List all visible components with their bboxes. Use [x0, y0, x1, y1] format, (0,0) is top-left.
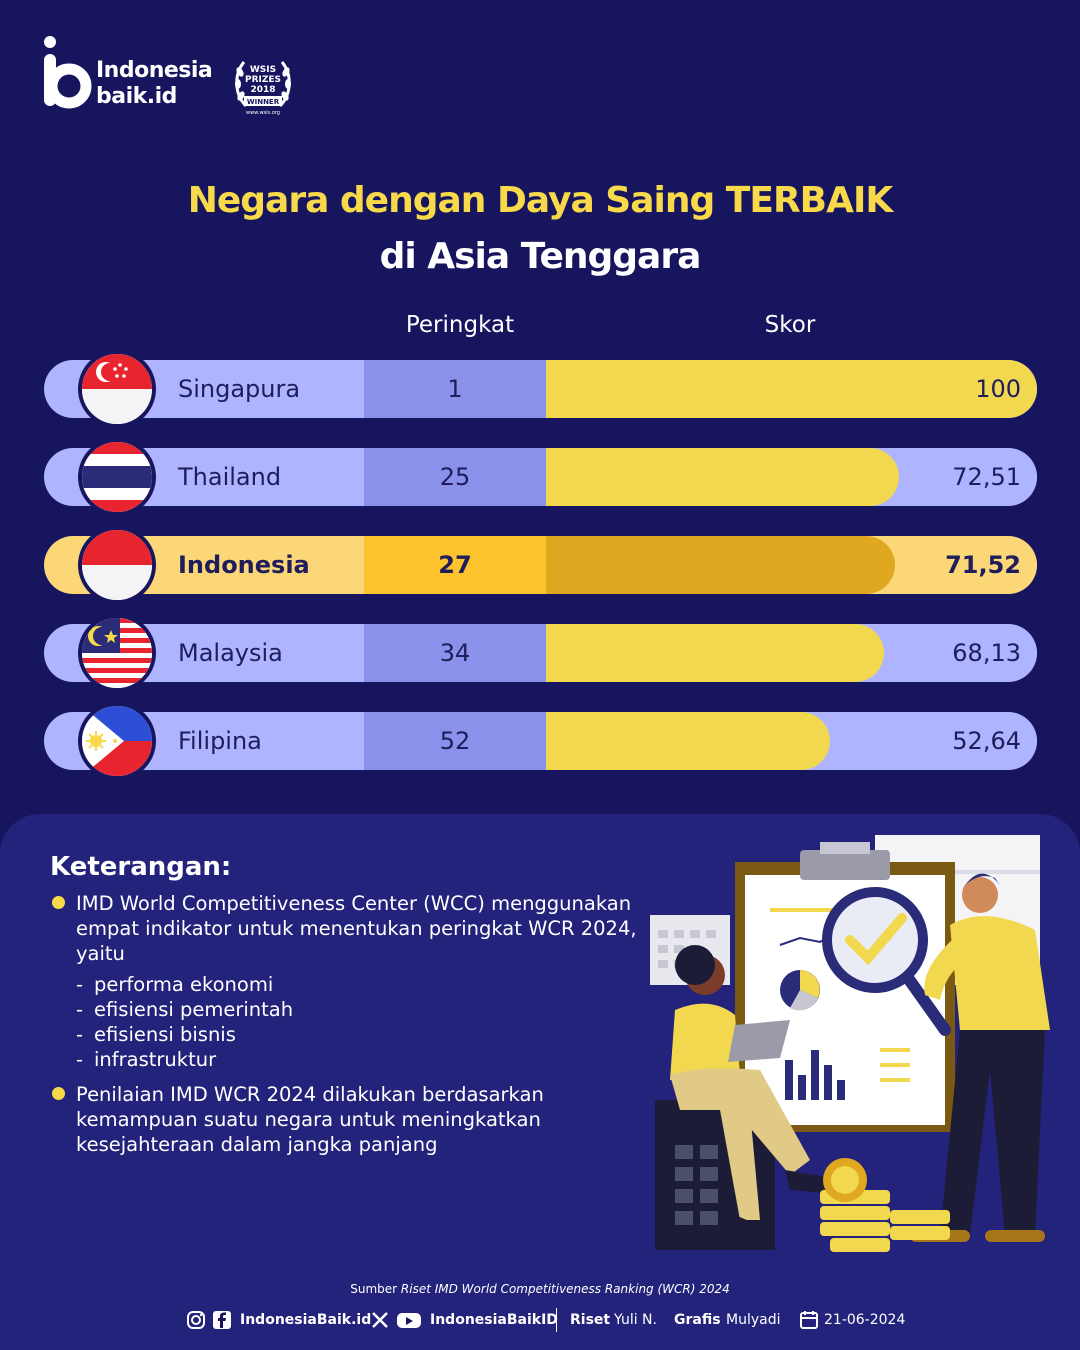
- score-label: 52,64: [952, 727, 1021, 755]
- rank-label: 34: [439, 639, 471, 667]
- note-subitem: - efisiensi pemerintah: [76, 998, 294, 1021]
- award-text-4: WINNER: [247, 98, 280, 106]
- country-name: Filipina: [178, 727, 262, 755]
- footer-handle-2[interactable]: IndonesiaBaikID: [430, 1312, 558, 1328]
- score-label: 72,51: [952, 463, 1021, 491]
- chart-row: Malaysia 34 68,13: [44, 614, 1037, 692]
- chart-title-line1: Negara dengan Daya Saing TERBAIK: [187, 180, 894, 221]
- country-name: Singapura: [178, 375, 301, 403]
- chart-row: Filipina 52 52,64: [44, 702, 1037, 780]
- brand-name-line1: Indonesia: [96, 58, 213, 83]
- thailand-flag-icon: [78, 438, 156, 516]
- note-subitem: - performa ekonomi: [76, 973, 274, 996]
- column-header-rank: Peringkat: [405, 312, 515, 338]
- source-note: Sumber Riset IMD World Competitiveness R…: [350, 1282, 730, 1296]
- award-text-2: PRIZES: [245, 75, 281, 85]
- chart-title-line2: di Asia Tenggara: [379, 236, 702, 277]
- award-text-3: 2018: [250, 85, 275, 95]
- score-bar: [546, 624, 884, 682]
- chart-row-highlight: Indonesia 27 71,52: [44, 526, 1037, 604]
- bullet-icon: [52, 896, 65, 909]
- award-text-1: WSIS: [250, 65, 276, 75]
- note-item-2: Penilaian IMD WCR 2024 dilakukan berdasa…: [76, 1083, 544, 1156]
- wsis-award-badge-icon: WSIS PRIZES 2018 WINNER www.wsis.org: [235, 61, 291, 116]
- rank-label: 1: [447, 375, 463, 403]
- grafis-label: Grafis: [674, 1312, 721, 1328]
- riset-label: Riset: [570, 1312, 611, 1328]
- award-url: www.wsis.org: [246, 110, 280, 116]
- footer-divider: [556, 1308, 557, 1332]
- youtube-icon[interactable]: [396, 1310, 422, 1330]
- bullet-icon: [52, 1087, 65, 1100]
- grafis-name: Mulyadi: [726, 1312, 781, 1328]
- footer-handle-1[interactable]: IndonesiaBaik.id: [240, 1312, 372, 1328]
- country-name: Indonesia: [178, 551, 310, 579]
- analysis-illustration: [650, 835, 1050, 1252]
- singapore-flag-icon: [78, 350, 156, 428]
- calendar-icon: [800, 1311, 818, 1329]
- riset-name: Yuli N.: [614, 1312, 657, 1328]
- score-label: 71,52: [945, 551, 1021, 579]
- facebook-icon[interactable]: [212, 1310, 232, 1330]
- score-bar: [546, 536, 895, 594]
- note-subitem: - infrastruktur: [76, 1048, 217, 1071]
- x-twitter-icon[interactable]: [370, 1310, 390, 1330]
- rank-label: 25: [439, 463, 471, 491]
- score-bar: [546, 448, 899, 506]
- instagram-icon[interactable]: [186, 1310, 206, 1330]
- indonesiabaik-logo-icon: [44, 36, 92, 109]
- rank-label: 27: [438, 551, 472, 579]
- rank-label: 52: [439, 727, 471, 755]
- malaysia-flag-icon: [78, 614, 156, 692]
- score-bar: [546, 360, 1037, 418]
- brand-logo: Indonesia baik.id WSIS PRIZES 2018 WINNE…: [42, 36, 302, 116]
- note-subitem: - efisiensi bisnis: [76, 1023, 236, 1046]
- source-text: Riset IMD World Competitiveness Ranking …: [400, 1282, 730, 1296]
- country-name: Malaysia: [178, 639, 283, 667]
- note-item-1: IMD World Competitiveness Center (WCC) m…: [76, 892, 637, 965]
- column-header-score: Skor: [764, 312, 816, 338]
- chart-row: Thailand 25 72,51: [44, 438, 1037, 516]
- brand-name-line2: baik.id: [96, 84, 177, 109]
- notes-title: Keterangan:: [50, 852, 232, 882]
- publish-date: 21-06-2024: [824, 1312, 906, 1328]
- score-label: 100: [975, 375, 1021, 403]
- score-label: 68,13: [952, 639, 1021, 667]
- indonesia-flag-icon: [78, 526, 156, 604]
- score-bar: [546, 712, 830, 770]
- philippines-flag-icon: [78, 702, 156, 780]
- chart-row: Singapura 1 100: [44, 350, 1037, 428]
- country-name: Thailand: [178, 463, 282, 491]
